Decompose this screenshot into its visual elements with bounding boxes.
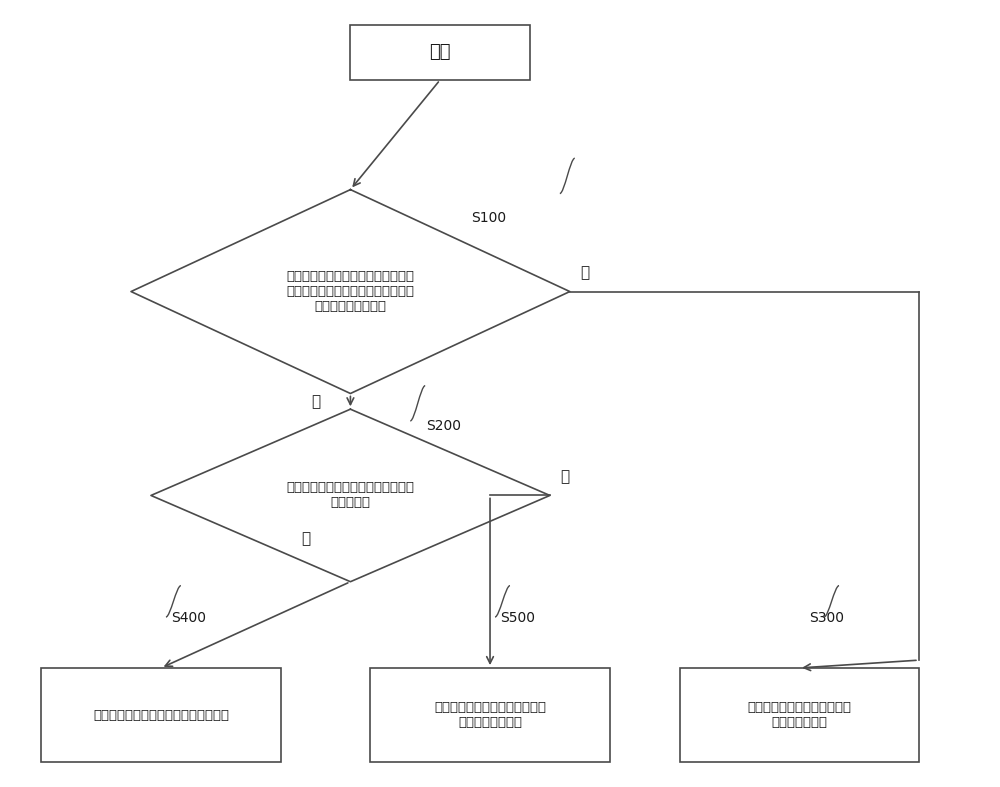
Text: 判断连续可变气门升程系统是否能够
进行自学习: 判断连续可变气门升程系统是否能够 进行自学习 [286, 482, 414, 509]
Text: 连续可变气门升程系统进入正
常升程控制模式: 连续可变气门升程系统进入正 常升程控制模式 [747, 701, 851, 729]
Text: S100: S100 [471, 211, 506, 225]
Text: 获取上止点自学习结果和升程信号的
可信度结果并判断连续可变气门升程
系统是否需要自学习: 获取上止点自学习结果和升程信号的 可信度结果并判断连续可变气门升程 系统是否需要… [286, 270, 414, 313]
Text: 是: 是 [301, 531, 311, 546]
Text: 否: 否 [560, 469, 569, 484]
FancyBboxPatch shape [680, 668, 919, 762]
Text: S500: S500 [500, 611, 535, 625]
Text: 控制连续可变气门升程系统进行自学习: 控制连续可变气门升程系统进行自学习 [93, 708, 229, 722]
Text: 是: 是 [311, 394, 320, 408]
Text: S300: S300 [809, 611, 844, 625]
Text: S400: S400 [171, 611, 206, 625]
Text: S200: S200 [426, 419, 461, 434]
Text: 开始: 开始 [429, 43, 451, 61]
FancyBboxPatch shape [350, 25, 530, 79]
Text: 控制连续可变气门升程系统进入
故障升程控制模式: 控制连续可变气门升程系统进入 故障升程控制模式 [434, 701, 546, 729]
FancyBboxPatch shape [370, 668, 610, 762]
FancyBboxPatch shape [41, 668, 281, 762]
Text: 否: 否 [580, 264, 589, 280]
